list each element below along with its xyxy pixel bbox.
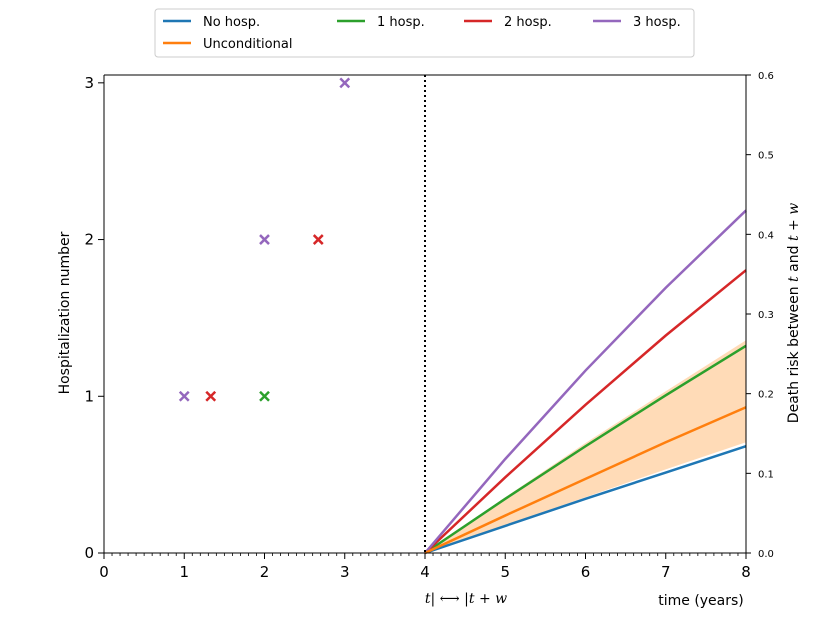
y-right-tick-label: 0.5 [758,151,774,162]
x-tick-label: 2 [260,563,270,581]
hospitalization-marker [178,390,190,402]
y-right-title-t: t [786,276,802,282]
hospitalization-marker [312,234,324,245]
legend-item: 1 hosp. [337,15,425,30]
marker-stroke [339,77,351,89]
y-left-tick-label: 0 [84,544,94,562]
legend-label: Unconditional [203,37,292,52]
legend-label: 2 hosp. [504,15,552,30]
x-tick-label: 0 [99,563,109,581]
risk-line-unconditional [424,406,747,555]
y-right-title-tw: t + w [786,203,802,241]
x-tick-label: 5 [500,563,510,581]
y-left-tick-label: 3 [84,74,94,92]
marker-stroke [312,234,324,245]
y-right-tick-label: 0.6 [758,71,774,82]
x-axis-title: time (years) [658,593,744,609]
risk-line-no-hosp [424,445,747,555]
y-right-tick-label: 0.3 [758,310,774,321]
x-tick-label: 4 [420,563,430,581]
x-tick-label: 8 [741,563,751,581]
plot-area [178,75,747,555]
x-tick-label: 1 [179,563,189,581]
legend-label: No hosp. [203,15,260,30]
marker-stroke [178,390,190,402]
y-right-title-prefix: Death risk between [786,282,802,423]
legend-item: No hosp. [163,15,260,30]
hospitalization-marker [205,390,217,402]
legend-label: 3 hosp. [633,15,681,30]
y-left-tick-label: 2 [84,231,94,249]
x-tick-label: 6 [581,563,591,581]
y-right-tick-label: 0.2 [758,390,774,401]
marker-stroke [205,390,217,402]
legend-item: 3 hosp. [593,15,681,30]
risk-line-3-hosp [424,209,747,554]
legend-item: Unconditional [163,37,292,52]
axes: 0 1 2 3 4 5 6 7 8 0 1 2 3 0.0 0.1 0.2 0.3 0.4 0.5 0.6 [84,71,773,581]
legend-item: 2 hosp. [464,15,552,30]
hospitalization-marker [259,390,270,402]
x-tick-label: 3 [340,563,350,581]
y-left-tick-label: 1 [84,387,94,405]
marker-stroke [259,390,270,402]
legend-box [154,8,695,58]
y-right-tick-label: 0.4 [758,230,774,241]
hospitalization-marker [339,77,351,89]
legend: No hosp. 1 hosp. 2 hosp. 3 hosp. Uncondition… [154,8,695,58]
marker-stroke [259,234,270,245]
y-right-title-and: and [786,241,802,276]
legend-label: 1 hosp. [377,15,425,30]
hospitalization-marker [259,234,270,245]
window-label: t| ⟷ |t + w [425,591,507,607]
y-right-axis-title: Death risk between t and t + w [786,203,802,423]
y-right-tick-label: 0.1 [758,469,774,480]
y-right-tick-label: 0.0 [758,549,774,560]
x-tick-label: 7 [661,563,671,581]
risk-line-1-hosp [424,344,747,555]
risk-line-2-hosp [424,269,747,554]
y-left-axis-title: Hospitalization number [57,231,73,394]
